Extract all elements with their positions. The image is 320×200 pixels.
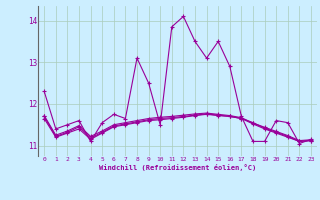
X-axis label: Windchill (Refroidissement éolien,°C): Windchill (Refroidissement éolien,°C) (99, 164, 256, 171)
